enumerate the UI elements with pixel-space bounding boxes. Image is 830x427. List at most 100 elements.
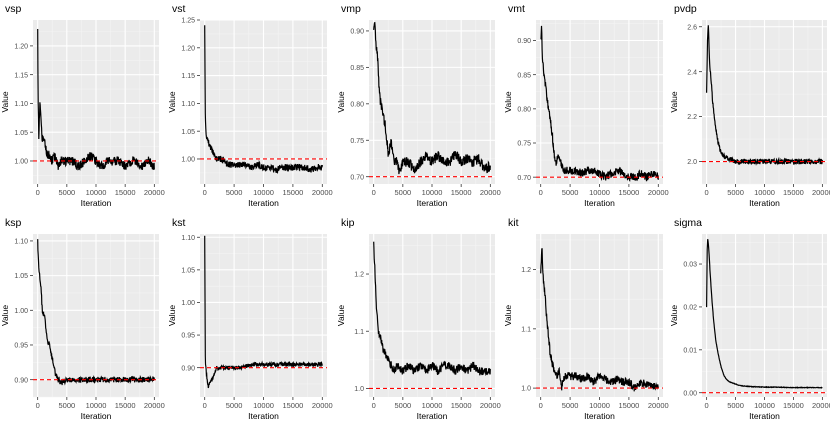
y-axis-label: Value: [503, 91, 513, 112]
x-tick-label: 5000: [562, 401, 579, 410]
x-tick-label: 0: [705, 401, 709, 410]
x-tick-label: 10000: [589, 188, 610, 197]
y-tick-label: 1.20: [181, 45, 195, 52]
y-tick-label: 1.1: [354, 329, 364, 336]
x-axis-label: Iteration: [417, 411, 448, 421]
y-axis-label: Value: [0, 91, 10, 112]
x-tick-label: 15000: [451, 188, 472, 197]
y-axis-label: Value: [503, 305, 513, 326]
y-tick-label: 0.90: [14, 377, 28, 384]
y-tick-label: 1.00: [181, 300, 195, 307]
y-tick-label: 1.10: [14, 101, 28, 108]
y-tick-label: 1.05: [14, 273, 28, 280]
x-tick-label: 10000: [754, 401, 775, 410]
x-tick-label: 15000: [115, 188, 136, 197]
panel-kit: 0 5000 10000 15000 20000 1.0 1.1 1.2 kit Iteratio…: [503, 217, 669, 421]
panel-title: kip: [341, 217, 355, 229]
panel-vsp: 0 5000 10000 15000 20000 1.00 1.05 1.10 1.15 1.20…: [0, 3, 165, 208]
x-tick-label: 10000: [253, 401, 274, 410]
y-axis-label: Value: [167, 91, 177, 112]
y-tick-label: 1.2: [354, 272, 364, 279]
y-tick-label: 0.80: [350, 101, 364, 108]
y-tick-label: 1.00: [14, 308, 28, 315]
x-tick-label: 15000: [783, 401, 804, 410]
x-tick-label: 5000: [394, 401, 411, 410]
y-tick-label: 0.70: [350, 174, 364, 181]
panel-kip: 0 5000 10000 15000 20000 1.0 1.1 1.2 kip Iteratio…: [336, 217, 501, 421]
y-tick-label: 1.20: [14, 43, 28, 50]
x-tick-label: 15000: [783, 188, 804, 197]
y-tick-label: 0.85: [350, 65, 364, 72]
panel-title: ksp: [5, 217, 22, 229]
x-tick-label: 10000: [422, 188, 443, 197]
y-tick-label: 0.90: [517, 38, 531, 45]
y-tick-label: 1.25: [181, 18, 195, 25]
x-tick-label: 0: [372, 401, 376, 410]
y-tick-label: 0.01: [683, 347, 697, 354]
x-tick-label: 20000: [312, 188, 333, 197]
x-tick-label: 0: [36, 401, 40, 410]
x-tick-label: 15000: [115, 401, 136, 410]
y-tick-label: 2.6: [687, 24, 697, 31]
y-axis-label: Value: [669, 91, 679, 112]
y-tick-label: 1.1: [521, 326, 531, 333]
x-tick-label: 5000: [58, 188, 75, 197]
mcmc-trace: [204, 25, 323, 174]
y-tick-label: 1.15: [181, 73, 195, 80]
x-tick-label: 5000: [562, 188, 579, 197]
y-tick-label: 1.15: [14, 72, 28, 79]
x-tick-label: 20000: [480, 188, 501, 197]
y-tick-label: 1.00: [14, 159, 28, 166]
x-tick-label: 5000: [727, 401, 744, 410]
panel-title: sigma: [674, 217, 702, 229]
y-tick-label: 2.0: [687, 159, 697, 166]
x-axis-label: Iteration: [81, 411, 112, 421]
y-tick-label: 0.95: [181, 333, 195, 340]
y-tick-label: 0.95: [14, 343, 28, 350]
y-tick-label: 1.10: [14, 239, 28, 246]
panel-title: vmp: [341, 3, 361, 15]
panel-vmt: 0 5000 10000 15000 20000 0.70 0.75 0.80 0.85 0.90…: [503, 3, 669, 208]
x-tick-label: 0: [539, 401, 543, 410]
mcmc-trace: [373, 241, 491, 377]
x-tick-label: 20000: [648, 188, 669, 197]
x-tick-label: 10000: [754, 188, 775, 197]
y-tick-label: 0.75: [350, 138, 364, 145]
panel-title: kst: [172, 217, 186, 229]
y-tick-label: 1.10: [181, 235, 195, 242]
x-tick-label: 10000: [253, 188, 274, 197]
x-tick-label: 10000: [86, 188, 107, 197]
x-tick-label: 15000: [618, 401, 639, 410]
y-tick-label: 1.05: [14, 130, 28, 137]
y-tick-label: 0.90: [350, 29, 364, 36]
mcmc-trace: [540, 25, 659, 182]
panel-title: kit: [508, 217, 519, 229]
x-tick-label: 5000: [58, 401, 75, 410]
x-tick-label: 20000: [480, 401, 501, 410]
panel-vmp: 0 5000 10000 15000 20000 0.70 0.75 0.80 0.85 0.90…: [336, 3, 501, 208]
x-tick-label: 0: [705, 188, 709, 197]
x-axis-label: Iteration: [81, 198, 112, 208]
y-tick-label: 1.05: [181, 129, 195, 136]
x-tick-label: 0: [36, 188, 40, 197]
panel-vst: 0 5000 10000 15000 20000 1.00 1.05 1.10 1.15 1.20…: [167, 3, 333, 208]
x-axis-label: Iteration: [749, 411, 780, 421]
x-axis-label: Iteration: [749, 198, 780, 208]
x-axis-label: Iteration: [248, 198, 279, 208]
x-tick-label: 15000: [282, 401, 303, 410]
y-tick-label: 0.75: [517, 141, 531, 148]
y-axis-label: Value: [167, 305, 177, 326]
y-tick-label: 0.03: [683, 262, 697, 269]
mcmc-trace: [373, 21, 491, 175]
x-tick-label: 15000: [618, 188, 639, 197]
y-axis-label: Value: [0, 305, 10, 326]
panel-title: pvdp: [674, 3, 697, 15]
y-tick-label: 2.2: [687, 114, 697, 121]
y-tick-label: 1.0: [354, 386, 364, 393]
y-tick-label: 1.00: [181, 157, 195, 164]
y-tick-label: 1.10: [181, 101, 195, 108]
panel-title: vmt: [508, 3, 525, 15]
y-axis-label: Value: [669, 305, 679, 326]
y-tick-label: 1.2: [521, 267, 531, 274]
y-axis-label: Value: [336, 91, 346, 112]
